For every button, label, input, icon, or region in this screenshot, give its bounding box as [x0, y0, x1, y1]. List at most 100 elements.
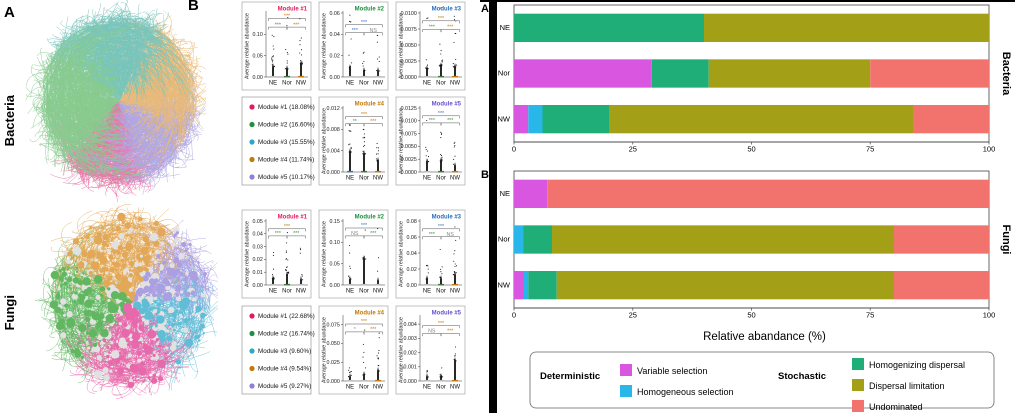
svg-text:0.0100: 0.0100 [401, 11, 417, 17]
svg-text:NE: NE [500, 23, 510, 32]
svg-text:0: 0 [512, 311, 516, 320]
svg-text:75: 75 [866, 311, 874, 320]
svg-text:***: *** [275, 231, 281, 237]
svg-text:Module #3: Module #3 [432, 215, 462, 221]
svg-text:NS: NS [428, 329, 436, 335]
svg-text:0.00: 0.00 [252, 283, 262, 289]
svg-text:***: *** [293, 231, 299, 237]
svg-text:0.15: 0.15 [329, 219, 339, 225]
svg-text:Average relative abundance: Average relative abundance [399, 221, 405, 287]
svg-text:0.0100: 0.0100 [401, 119, 417, 125]
svg-text:***: *** [284, 14, 290, 20]
svg-text:NS: NS [370, 28, 378, 34]
svg-text:B: B [188, 0, 199, 14]
svg-text:Module #1 (18.08%): Module #1 (18.08%) [258, 104, 315, 111]
svg-text:Homogeneous selection: Homogeneous selection [637, 387, 734, 397]
svg-text:0.05: 0.05 [252, 219, 262, 225]
svg-text:Module #5: Module #5 [432, 102, 462, 108]
svg-text:NW: NW [373, 385, 383, 391]
svg-text:NW: NW [450, 385, 460, 391]
svg-text:Nor: Nor [436, 176, 446, 182]
svg-text:0.003: 0.003 [404, 336, 417, 342]
svg-text:Module #1: Module #1 [278, 215, 308, 221]
svg-text:***: *** [361, 223, 367, 229]
svg-text:Module #5 (10.17%): Module #5 (10.17%) [258, 174, 315, 181]
svg-text:NW: NW [498, 280, 511, 289]
svg-text:Module #1: Module #1 [278, 7, 308, 13]
svg-text:Nor: Nor [436, 289, 446, 295]
svg-text:0.075: 0.075 [327, 322, 340, 328]
svg-text:A: A [481, 3, 489, 15]
svg-text:NE: NE [423, 81, 431, 87]
svg-text:*: * [354, 327, 356, 333]
svg-text:Module #2 (16.60%): Module #2 (16.60%) [258, 122, 315, 129]
svg-text:NE: NE [346, 176, 354, 182]
svg-text:***: *** [361, 319, 367, 325]
svg-text:75: 75 [866, 145, 874, 154]
svg-text:***: *** [370, 231, 376, 237]
svg-text:0.050: 0.050 [327, 341, 340, 347]
svg-text:0.000: 0.000 [327, 170, 340, 176]
svg-text:NE: NE [269, 81, 277, 87]
svg-text:Average relative abundance: Average relative abundance [322, 108, 328, 174]
svg-text:100: 100 [983, 145, 996, 154]
svg-text:0.008: 0.008 [327, 127, 340, 133]
svg-text:NE: NE [269, 289, 277, 295]
svg-text:0.002: 0.002 [404, 350, 417, 356]
svg-text:Module #4 (9.54%): Module #4 (9.54%) [258, 366, 311, 373]
svg-text:***: *** [429, 118, 435, 124]
svg-text:0.02: 0.02 [329, 54, 339, 60]
svg-text:NE: NE [346, 81, 354, 87]
svg-text:0.06: 0.06 [406, 235, 416, 241]
svg-text:***: *** [438, 321, 444, 327]
svg-text:Module #2 (16.74%): Module #2 (16.74%) [258, 331, 315, 338]
svg-text:Module #3 (9.60%): Module #3 (9.60%) [258, 348, 311, 355]
svg-text:Module #5 (9.27%): Module #5 (9.27%) [258, 383, 311, 390]
svg-text:0.00: 0.00 [329, 283, 339, 289]
svg-text:***: *** [370, 119, 376, 125]
svg-text:0.00: 0.00 [406, 283, 416, 289]
svg-text:Module #2: Module #2 [355, 7, 385, 13]
svg-text:***: *** [429, 25, 435, 31]
svg-text:Module #3 (15.55%): Module #3 (15.55%) [258, 139, 315, 146]
svg-text:0.0000: 0.0000 [401, 170, 417, 176]
svg-text:Dispersal limitation: Dispersal limitation [869, 381, 945, 391]
svg-text:***: *** [361, 20, 367, 26]
svg-text:0.02: 0.02 [252, 257, 262, 263]
svg-text:***: *** [429, 232, 435, 238]
svg-text:Nor: Nor [359, 81, 369, 87]
svg-text:0.06: 0.06 [329, 11, 339, 17]
svg-text:NW: NW [450, 81, 460, 87]
svg-text:Average relative abundance: Average relative abundance [322, 13, 328, 79]
svg-text:NE: NE [346, 289, 354, 295]
svg-text:0: 0 [512, 145, 516, 154]
svg-text:NE: NE [346, 385, 354, 391]
svg-text:Module #1 (22.68%): Module #1 (22.68%) [258, 313, 315, 320]
svg-text:Nor: Nor [282, 81, 292, 87]
svg-text:NS: NS [351, 231, 359, 237]
svg-text:Deterministic: Deterministic [540, 371, 600, 382]
svg-text:***: *** [361, 112, 367, 118]
svg-text:NE: NE [423, 385, 431, 391]
svg-text:0.0050: 0.0050 [401, 43, 417, 49]
svg-text:0.02: 0.02 [406, 267, 416, 273]
svg-text:0.0025: 0.0025 [401, 59, 417, 65]
svg-text:Module #3: Module #3 [432, 7, 462, 13]
svg-text:***: *** [370, 327, 376, 333]
svg-text:0.10: 0.10 [252, 32, 262, 38]
svg-text:NE: NE [423, 289, 431, 295]
svg-text:0.00: 0.00 [252, 75, 262, 81]
svg-text:***: *** [284, 224, 290, 230]
svg-text:B: B [481, 169, 489, 181]
svg-text:Nor: Nor [359, 289, 369, 295]
svg-text:NE: NE [423, 176, 431, 182]
svg-text:Stochastic: Stochastic [778, 371, 826, 382]
svg-text:50: 50 [747, 145, 755, 154]
svg-text:**: ** [353, 119, 357, 125]
svg-text:0.000: 0.000 [327, 379, 340, 385]
svg-text:25: 25 [629, 311, 637, 320]
svg-text:0.0075: 0.0075 [401, 131, 417, 137]
svg-text:0.01: 0.01 [252, 270, 262, 276]
svg-text:Module #4: Module #4 [355, 102, 385, 108]
svg-text:NE: NE [500, 189, 510, 198]
